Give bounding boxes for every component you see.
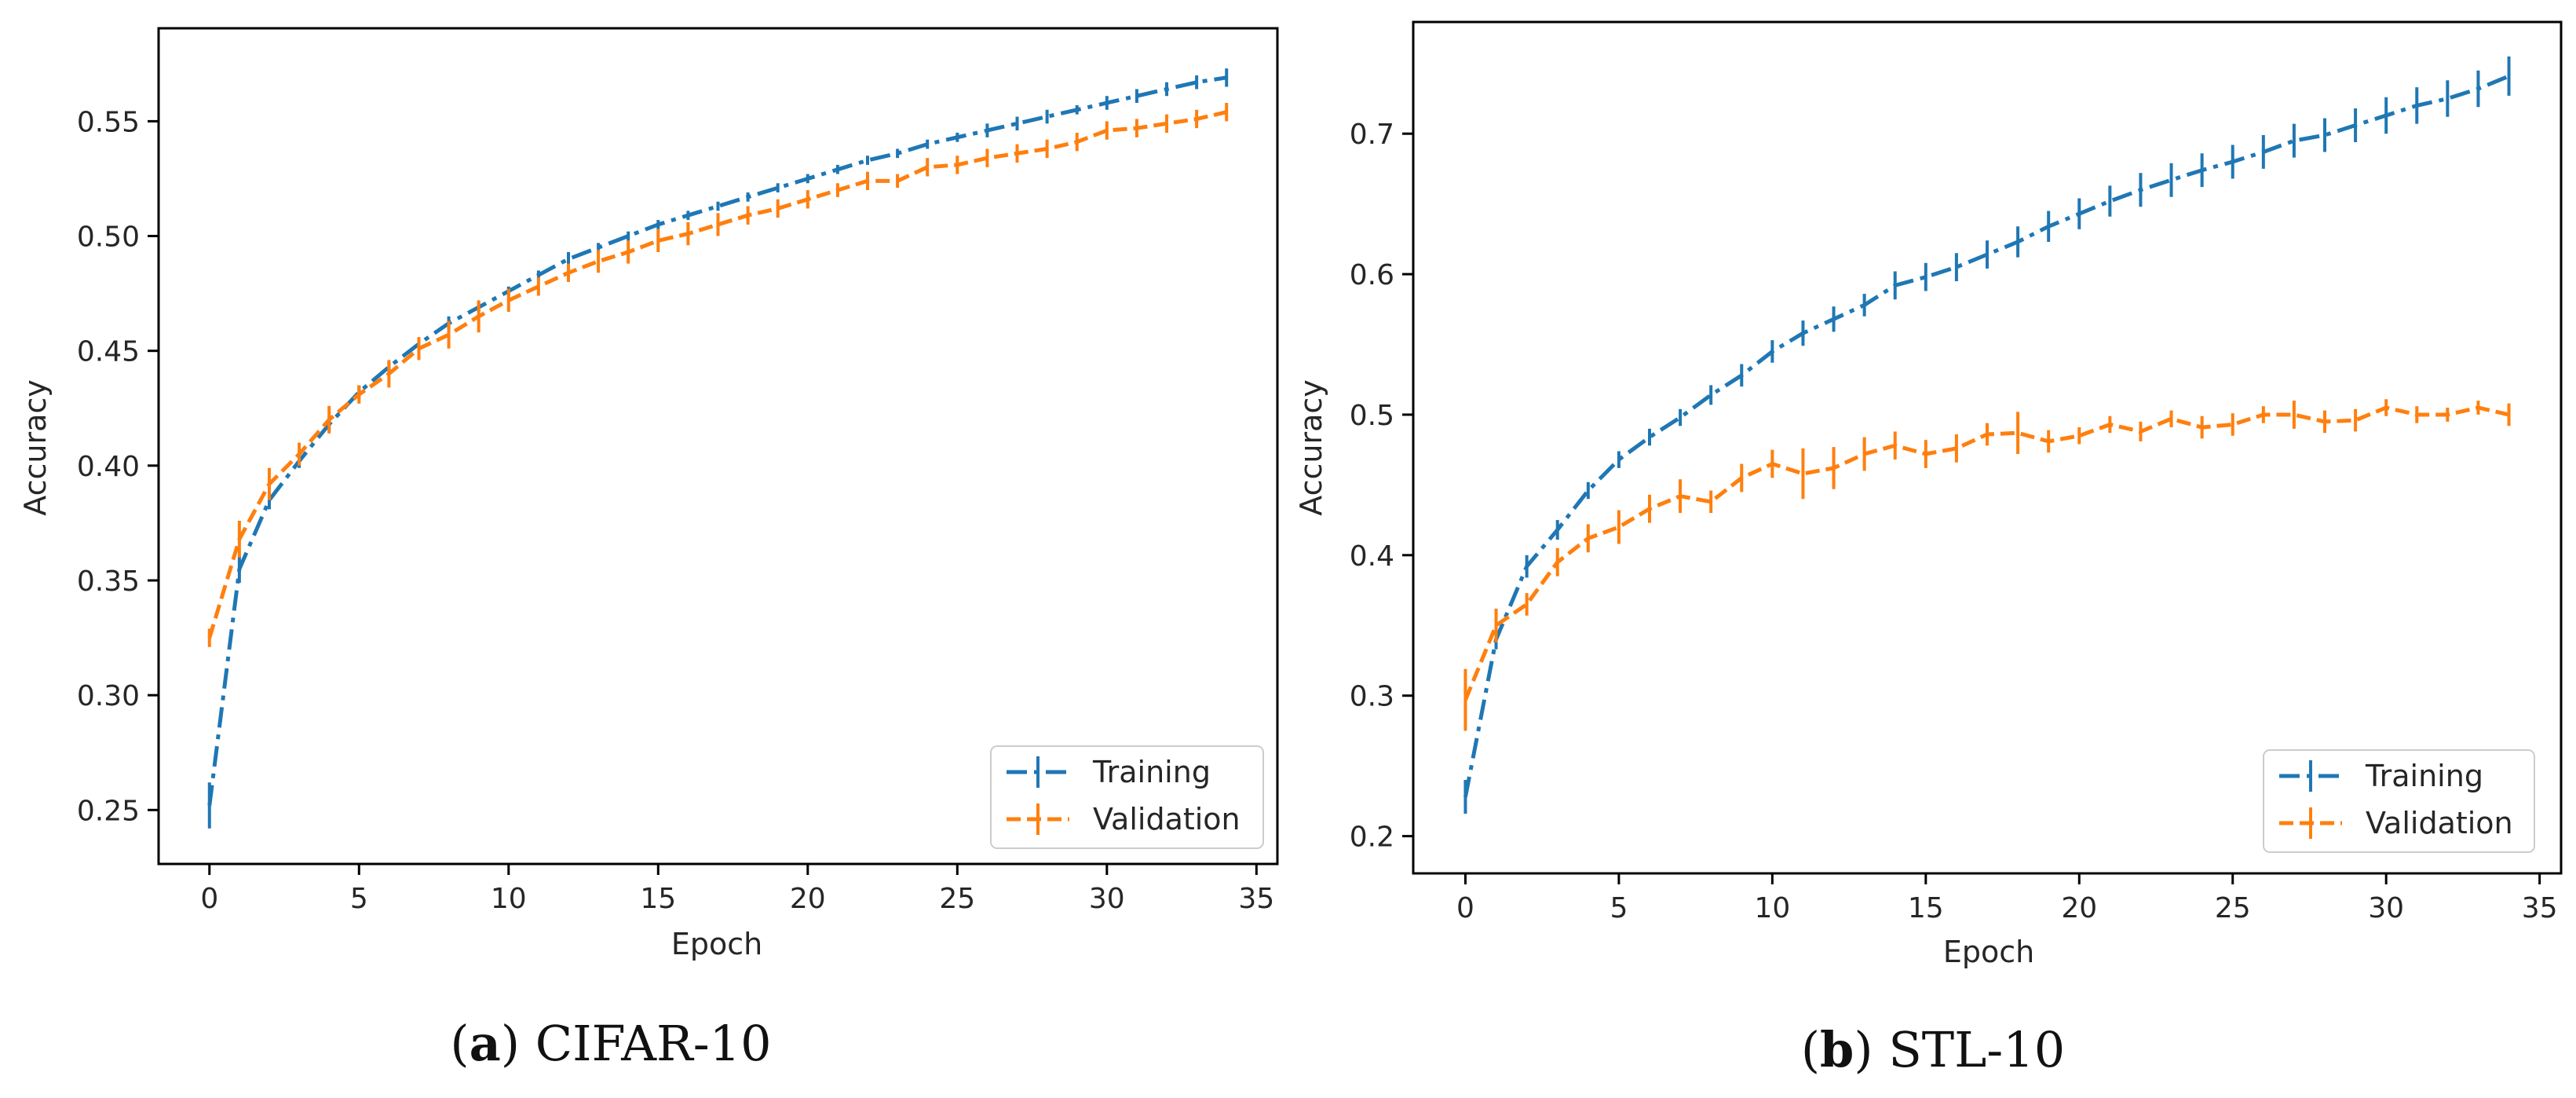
plot-area-b: 0 5 10 15 20 25 30 35 0.2 0.3 0.4 0.5 0.6 0.7 — [1350, 20, 2563, 924]
y-tick-label-b-4: 0.6 — [1350, 259, 1394, 291]
y-tick-label-a-3: 0.40 — [77, 451, 140, 483]
x-tick-label-a-35: 35 — [1238, 883, 1274, 915]
y-tick-label-a-2: 0.35 — [77, 565, 140, 598]
legend-label-validation-b: Validation — [2366, 806, 2513, 840]
y-tick-label-b-0: 0.2 — [1350, 822, 1394, 854]
chart-panel-a: 0 5 10 15 20 25 30 35 0.25 0.30 0.35 0.40 0.45 0.50 0.… — [18, 27, 1279, 1072]
y-tick-label-a-5: 0.50 — [77, 221, 140, 254]
x-tick-label-a-30: 30 — [1089, 883, 1125, 915]
y-tick-label-a-0: 0.25 — [77, 795, 140, 827]
series-line-training-a — [207, 75, 1227, 806]
caption-b: (b) STL-10 — [1801, 1021, 2065, 1078]
series-line-validation-a — [207, 110, 1227, 639]
x-tick-label-a-5: 5 — [350, 883, 368, 915]
chart-panel-b: 0 5 10 15 20 25 30 35 0.2 0.3 0.4 0.5 0.6 0.7 Epoch A… — [1294, 20, 2563, 1078]
legend-b: Training Validation — [2263, 749, 2535, 853]
x-tick-label-b-5: 5 — [1610, 892, 1628, 924]
caption-title-a: CIFAR-10 — [535, 1015, 772, 1072]
x-tick-label-b-25: 25 — [2215, 892, 2251, 924]
y-axis-label-b: Accuracy — [1294, 379, 1328, 516]
y-tick-label-a-1: 0.30 — [77, 680, 140, 712]
caption-title-b: STL-10 — [1888, 1021, 2065, 1078]
caption-letter-a: a — [470, 1015, 501, 1072]
y-tick-label-b-5: 0.7 — [1350, 119, 1394, 151]
axes-frame-b — [1412, 20, 2563, 875]
caption-letter-b: b — [1820, 1021, 1854, 1078]
x-axis-label-b: Epoch — [1943, 935, 2034, 969]
legend-label-validation-a: Validation — [1093, 802, 1240, 836]
x-tick-label-a-10: 10 — [491, 883, 527, 915]
series-line-validation-b — [1463, 405, 2510, 701]
x-axis-label-a: Epoch — [671, 927, 762, 961]
x-tick-label-b-20: 20 — [2061, 892, 2097, 924]
y-tick-label-b-2: 0.4 — [1350, 540, 1394, 573]
x-tick-label-b-15: 15 — [1908, 892, 1944, 924]
x-tick-label-b-30: 30 — [2368, 892, 2404, 924]
legend-a: Training Validation — [990, 745, 1264, 849]
x-tick-label-b-35: 35 — [2522, 892, 2558, 924]
legend-label-training-a: Training — [1092, 755, 1211, 789]
y-tick-label-b-3: 0.5 — [1350, 400, 1394, 432]
plot-area-a: 0 5 10 15 20 25 30 35 0.25 0.30 0.35 0.40 0.45 0.50 0.… — [77, 27, 1279, 915]
y-tick-label-b-1: 0.3 — [1350, 681, 1394, 713]
axes-frame-a — [157, 27, 1279, 866]
x-tick-label-b-0: 0 — [1456, 892, 1474, 924]
x-tick-label-a-20: 20 — [790, 883, 826, 915]
x-tick-label-a-15: 15 — [640, 883, 676, 915]
caption-a: (a) CIFAR-10 — [450, 1015, 771, 1072]
y-tick-label-a-4: 0.45 — [77, 336, 140, 368]
y-axis-label-a: Accuracy — [18, 379, 53, 516]
x-tick-label-a-0: 0 — [200, 883, 218, 915]
legend-label-training-b: Training — [2365, 759, 2483, 793]
y-tick-label-a-6: 0.55 — [77, 106, 140, 138]
x-tick-label-b-10: 10 — [1754, 892, 1790, 924]
x-tick-label-a-25: 25 — [939, 883, 975, 915]
